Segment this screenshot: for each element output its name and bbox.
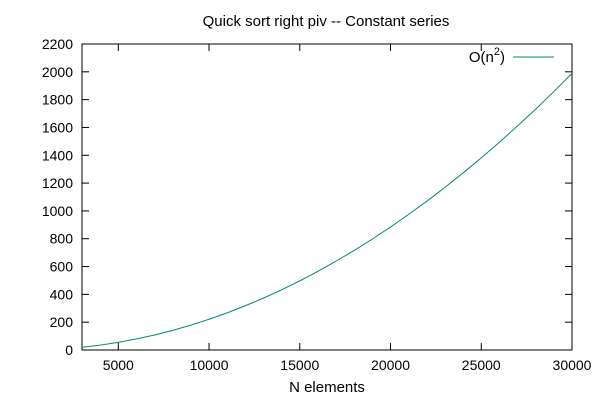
y-tick-label: 2000 (42, 64, 73, 80)
series-line (81, 72, 573, 348)
legend-label: O(n2) (469, 46, 505, 66)
x-tick-label: 25000 (462, 357, 501, 373)
y-tick-label: 1200 (42, 175, 73, 191)
y-tick-label: 600 (50, 259, 74, 275)
chart-title: Quick sort right piv -- Constant series (203, 13, 450, 30)
y-tick-label: 1800 (42, 92, 73, 108)
y-axis: 0 200 400 600 800 1000 1200 1400 1600 1800 2000 220… (42, 36, 572, 358)
x-axis-label: N elements (289, 379, 365, 396)
y-tick-label: 0 (65, 342, 73, 358)
y-tick-label: 1000 (42, 203, 73, 219)
x-tick-label: 20000 (371, 357, 410, 373)
x-axis: 5000 10000 15000 20000 25000 30000 (103, 44, 592, 373)
x-tick-label: 5000 (103, 357, 134, 373)
x-tick-label: 10000 (190, 357, 229, 373)
y-tick-label: 800 (50, 231, 74, 247)
y-tick-label: 1400 (42, 147, 73, 163)
legend: O(n2) (469, 46, 554, 66)
series-layer (81, 72, 573, 348)
x-tick-label: 15000 (280, 357, 319, 373)
y-tick-label: 1600 (42, 119, 73, 135)
plot-frame (81, 43, 573, 351)
y-tick-label: 400 (50, 286, 74, 302)
y-tick-label: 2200 (42, 36, 73, 52)
x-tick-label: 30000 (553, 357, 592, 373)
y-tick-label: 200 (50, 314, 74, 330)
